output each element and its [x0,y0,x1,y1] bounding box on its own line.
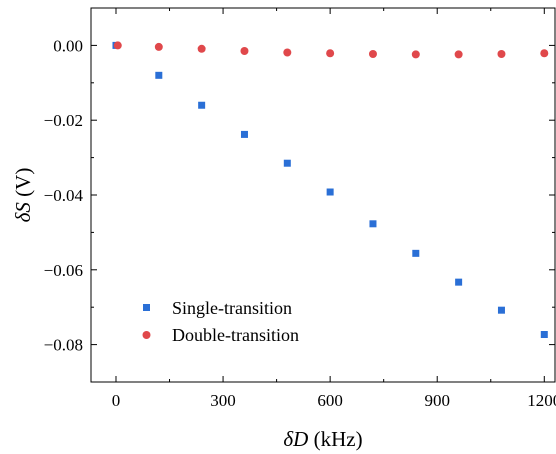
data-point-circle [154,42,163,51]
y-tick-label: −0.08 [44,336,83,355]
data-point-circle [411,50,420,59]
x-tick-label: 300 [210,391,236,410]
series-single-transition [112,41,548,339]
data-point-square [155,71,163,79]
series-layer [112,41,549,339]
data-point-square [497,306,505,314]
data-point-circle [113,41,122,50]
y-axis-symbol: δS [11,202,35,223]
data-point-circle [368,50,377,59]
y-axis-title: δS (V) [11,168,35,223]
legend-marker-single [143,304,150,311]
data-point-square [240,130,248,138]
data-point-square [540,331,548,339]
legend-label-double: Double-transition [172,325,299,345]
x-tick-label: 0 [112,391,121,410]
x-tick-label: 600 [317,391,343,410]
data-point-circle [540,49,549,58]
legend-label-single: Single-transition [172,298,292,318]
data-point-square [326,188,334,196]
data-point-square [283,159,291,167]
data-point-circle [454,50,463,59]
data-point-square [412,249,420,257]
legend: Single-transition Double-transition [142,298,299,345]
x-axis-symbol: δD [283,427,308,451]
series-double-transition [113,41,549,59]
data-point-circle [197,44,206,53]
data-point-circle [240,47,249,56]
x-axis-title: δD (kHz) [283,427,362,451]
y-tick-label: −0.04 [44,186,84,205]
y-axis-unit: (V) [11,168,35,202]
data-point-square [369,220,377,228]
data-point-circle [283,48,292,57]
y-tick-label: 0.00 [53,36,83,55]
y-tick-label: −0.02 [44,111,83,130]
data-point-circle [326,49,335,58]
data-point-square [198,101,206,109]
y-tick-label: −0.06 [44,261,83,280]
plot-frame [90,7,556,383]
legend-marker-double [142,331,151,339]
x-axis-unit: (kHz) [308,427,362,451]
data-point-square [455,278,463,286]
x-tick-label: 900 [424,391,450,410]
data-point-circle [497,50,506,59]
